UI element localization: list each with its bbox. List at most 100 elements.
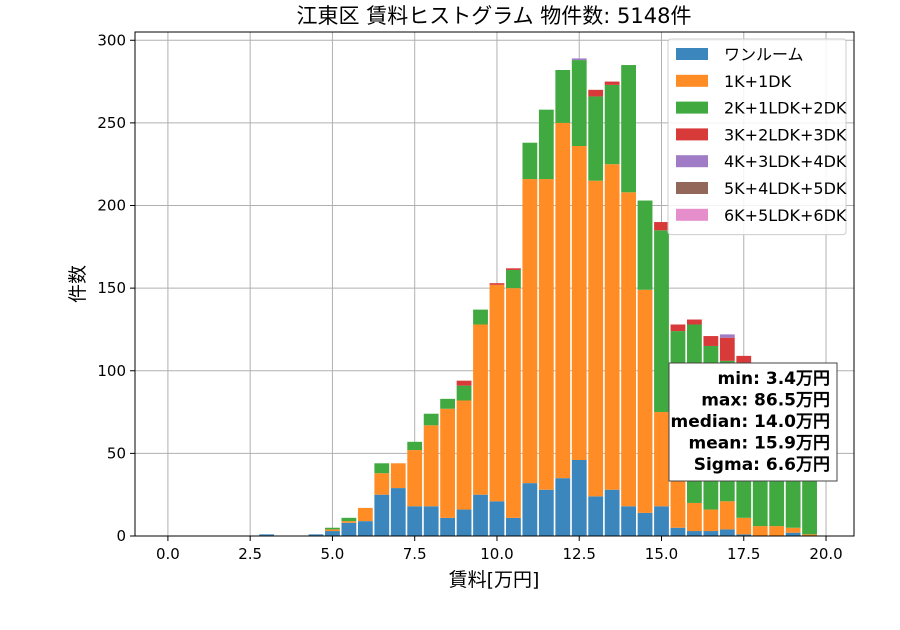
bar-segment bbox=[390, 463, 406, 489]
bar-segment bbox=[670, 474, 686, 528]
bar-segment bbox=[555, 70, 571, 123]
bar-segment bbox=[374, 473, 390, 495]
bar-segment bbox=[654, 230, 669, 413]
bar-segment bbox=[341, 521, 357, 523]
bar-segment bbox=[522, 142, 538, 180]
legend-swatch bbox=[676, 74, 708, 87]
bar-segment bbox=[752, 526, 768, 536]
bar-segment bbox=[538, 489, 554, 536]
bar-segment bbox=[473, 494, 488, 536]
bar-segment bbox=[785, 527, 801, 533]
bar-segment bbox=[588, 180, 604, 497]
legend-frame bbox=[667, 38, 847, 236]
bar-segment bbox=[473, 324, 488, 495]
bar-segment bbox=[357, 507, 373, 522]
y-tick-label: 250 bbox=[97, 114, 126, 132]
x-tick-label: 0.0 bbox=[156, 545, 180, 563]
bar-segment bbox=[670, 324, 686, 332]
bar-segment bbox=[456, 385, 472, 401]
bar-segment bbox=[785, 532, 801, 536]
bar-segment bbox=[719, 529, 735, 536]
bar-segment bbox=[456, 509, 472, 536]
ticks: 0.0 2.5 5.0 7.5 10.0 12.5 15.0 17.5 20.0 0 50 100 15… bbox=[97, 31, 842, 563]
bar-segment bbox=[308, 534, 324, 536]
bar-segment bbox=[687, 502, 702, 532]
bar-segment bbox=[325, 531, 340, 536]
legend: ワンルーム 1K+1DK 2K+1LDK+2DK 3K+2LDK+3DK 4K+3LDK… bbox=[667, 38, 847, 236]
stats-line: median: 14.0万円 bbox=[671, 412, 830, 432]
bar-segment bbox=[341, 522, 357, 536]
bar-segment bbox=[489, 283, 505, 285]
bar-segment bbox=[703, 336, 719, 346]
bar-segment bbox=[374, 494, 390, 536]
bar-segment bbox=[259, 534, 275, 536]
bar-segment bbox=[538, 109, 554, 180]
bar-segment bbox=[357, 521, 373, 536]
bar-segment bbox=[621, 192, 636, 507]
stats-line: Sigma: 6.6万円 bbox=[694, 455, 830, 475]
bar-segment bbox=[571, 58, 587, 61]
y-tick-label: 300 bbox=[97, 31, 126, 49]
bar-segment bbox=[440, 398, 456, 409]
bar-segment bbox=[802, 534, 817, 536]
bar-segment bbox=[719, 337, 735, 361]
bar-segment bbox=[538, 179, 554, 490]
bar-segment bbox=[423, 425, 439, 507]
bar-segment bbox=[588, 89, 604, 97]
x-axis-label: 賃料[万円] bbox=[449, 569, 540, 591]
bar-segment bbox=[423, 506, 439, 536]
y-axis-label: 件数 bbox=[67, 265, 89, 303]
bar-segment bbox=[407, 506, 423, 536]
bar-segment bbox=[687, 319, 702, 325]
x-tick-label: 10.0 bbox=[480, 545, 513, 563]
bar-segment bbox=[423, 413, 439, 426]
legend-swatch bbox=[676, 182, 708, 194]
bar-segment bbox=[604, 164, 620, 490]
bar-segment bbox=[736, 355, 752, 366]
bar-segment bbox=[621, 65, 636, 193]
bar-segment bbox=[588, 96, 604, 181]
bar-segment bbox=[687, 531, 702, 536]
bar-segment bbox=[456, 380, 472, 386]
bar-segment bbox=[506, 517, 521, 536]
bar-segment bbox=[325, 529, 340, 532]
bar-segment bbox=[489, 501, 505, 536]
bar-segment bbox=[522, 179, 538, 484]
bar-segment bbox=[703, 509, 719, 532]
bar-segment bbox=[571, 459, 587, 536]
bar-segment bbox=[341, 517, 357, 522]
bar-segment bbox=[736, 534, 752, 536]
bar-segment bbox=[489, 284, 505, 502]
bar-segment bbox=[473, 309, 488, 325]
bar-segment bbox=[736, 517, 752, 535]
bar-segment bbox=[456, 400, 472, 510]
legend-swatch bbox=[676, 208, 708, 221]
bar-segment bbox=[703, 531, 719, 536]
legend-label: 1K+1DK bbox=[724, 72, 792, 91]
bar-segment bbox=[407, 450, 423, 507]
bar-segment bbox=[604, 489, 620, 536]
stats-frame bbox=[668, 362, 838, 482]
y-tick-label: 0 bbox=[116, 527, 126, 545]
legend-label: 3K+2LDK+3DK bbox=[724, 125, 847, 144]
legend-swatch bbox=[676, 48, 708, 60]
bar-segment bbox=[506, 288, 521, 518]
x-tick-label: 17.5 bbox=[727, 545, 760, 563]
x-tick-label: 20.0 bbox=[809, 545, 842, 563]
legend-label: 5K+4LDK+5DK bbox=[724, 179, 847, 198]
bar-segment bbox=[555, 122, 571, 479]
y-tick-label: 50 bbox=[107, 444, 126, 462]
bar-segment bbox=[571, 60, 587, 147]
bar-segment bbox=[637, 200, 653, 290]
bar-segment bbox=[588, 496, 604, 536]
y-tick-label: 200 bbox=[97, 197, 126, 215]
bar-segment bbox=[654, 506, 669, 536]
bar-segment bbox=[440, 408, 456, 518]
bar-segment bbox=[637, 289, 653, 513]
bar-segment bbox=[654, 222, 669, 231]
legend-swatch bbox=[676, 101, 708, 114]
bar-segment bbox=[506, 268, 521, 270]
bar-segment bbox=[637, 512, 653, 536]
